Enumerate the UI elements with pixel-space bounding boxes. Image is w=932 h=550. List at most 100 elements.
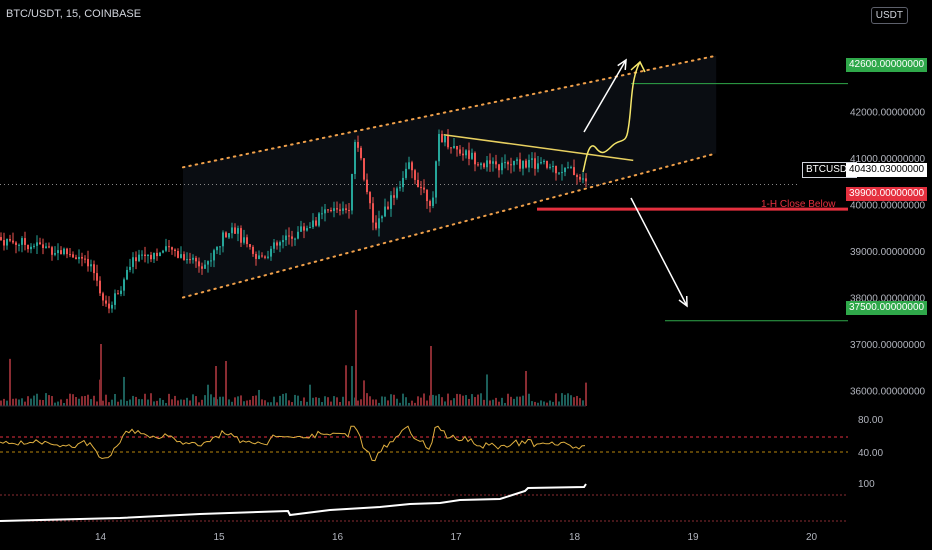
candle-body	[159, 252, 161, 257]
volume-bar	[393, 394, 395, 406]
volume-bar	[537, 402, 539, 406]
candle-body	[471, 152, 473, 159]
volume-bar	[153, 401, 155, 406]
candle-body	[126, 269, 128, 280]
volume-bar	[3, 398, 5, 406]
candle-body	[210, 260, 212, 262]
candle-body	[552, 165, 554, 167]
volume-bar	[312, 397, 314, 406]
candle-body	[519, 159, 521, 169]
rsi-tick-label: 80.00	[858, 415, 883, 426]
candle-body	[513, 160, 515, 166]
volume-bar	[231, 401, 233, 406]
ind3-line	[0, 483, 587, 522]
volume-bar	[69, 393, 71, 406]
volume-bar	[552, 401, 554, 406]
candle-body	[129, 266, 131, 270]
candle-body	[78, 256, 80, 260]
volume-bar	[204, 395, 206, 406]
candle-body	[114, 293, 116, 305]
volume-bar	[570, 395, 572, 406]
volume-bar	[447, 393, 449, 406]
candle-body	[543, 160, 545, 163]
price-tag-current: 40430.03000000	[846, 163, 928, 177]
volume-bar	[72, 394, 74, 406]
candle-body	[345, 208, 347, 210]
candle-body	[246, 237, 248, 245]
candle-body	[63, 248, 65, 255]
candle-body	[528, 159, 530, 168]
candle-body	[147, 254, 149, 257]
volume-bar	[12, 398, 14, 406]
candle-body	[198, 261, 200, 267]
volume-bar	[120, 399, 122, 406]
candle-body	[450, 147, 452, 149]
volume-bar	[384, 396, 386, 406]
volume-bar	[534, 401, 536, 406]
volume-bar	[108, 402, 110, 406]
candle-body	[264, 256, 266, 258]
candle-body	[57, 250, 59, 254]
candle-body	[423, 187, 425, 190]
volume-bar	[387, 400, 389, 406]
candle-body	[21, 238, 23, 245]
candle-body	[414, 170, 416, 180]
candle-body	[516, 159, 518, 161]
chart-title: BTC/USDT, 15, COINBASE	[6, 8, 142, 20]
volume-bar	[282, 393, 284, 406]
volume-bar	[84, 395, 86, 406]
candle-body	[417, 179, 419, 188]
volume-bar	[585, 382, 587, 406]
arrow-up-projection	[583, 59, 627, 133]
volume-bar	[474, 397, 476, 406]
volume-bar	[255, 395, 257, 406]
candle-body	[303, 226, 305, 231]
volume-bar	[507, 393, 509, 406]
ind3-tick-label: 100	[858, 479, 875, 490]
volume-bar	[531, 401, 533, 406]
volume-bar	[21, 398, 23, 406]
volume-bar	[33, 395, 35, 406]
candle-body	[525, 160, 527, 168]
candle-body	[447, 136, 449, 148]
volume-bar	[186, 397, 188, 406]
candle-body	[222, 232, 224, 247]
volume-bar	[336, 397, 338, 406]
candle-body	[45, 246, 47, 248]
volume-bar	[279, 395, 281, 406]
arrow-down-projection	[630, 197, 688, 307]
volume-spike	[215, 366, 217, 406]
volume-bar	[348, 401, 350, 406]
trendline	[443, 134, 634, 162]
volume-bar	[195, 396, 197, 406]
candle-body	[468, 150, 470, 159]
candle-body	[90, 264, 92, 267]
candle-body	[153, 252, 155, 260]
volume-bar	[345, 365, 347, 406]
candle-body	[282, 240, 284, 243]
axis-labels: 43000.0000000042000.0000000041000.000000…	[95, 61, 926, 543]
candle-body	[390, 195, 392, 209]
candle-body	[243, 237, 245, 243]
volume-bar	[480, 393, 482, 406]
volume-bar	[75, 396, 77, 406]
candle-body	[477, 164, 479, 166]
volume-bar	[495, 397, 497, 406]
candle-body	[252, 246, 254, 254]
volume-bar	[465, 395, 467, 406]
volume-bar	[126, 400, 128, 406]
volume-bar	[261, 399, 263, 406]
candle-body	[342, 208, 344, 211]
candle-body	[234, 227, 236, 234]
volume-bar	[423, 393, 425, 406]
candle-body	[105, 300, 107, 304]
currency-button[interactable]: USDT	[870, 7, 908, 24]
volume-bar	[96, 401, 98, 406]
volume-bar	[453, 398, 455, 406]
volume-bar	[192, 394, 194, 406]
volume-bar	[135, 396, 137, 406]
candle-body	[18, 244, 20, 246]
volume-bar	[234, 397, 236, 406]
volume-bar	[435, 395, 437, 406]
volume-bar	[441, 397, 443, 406]
